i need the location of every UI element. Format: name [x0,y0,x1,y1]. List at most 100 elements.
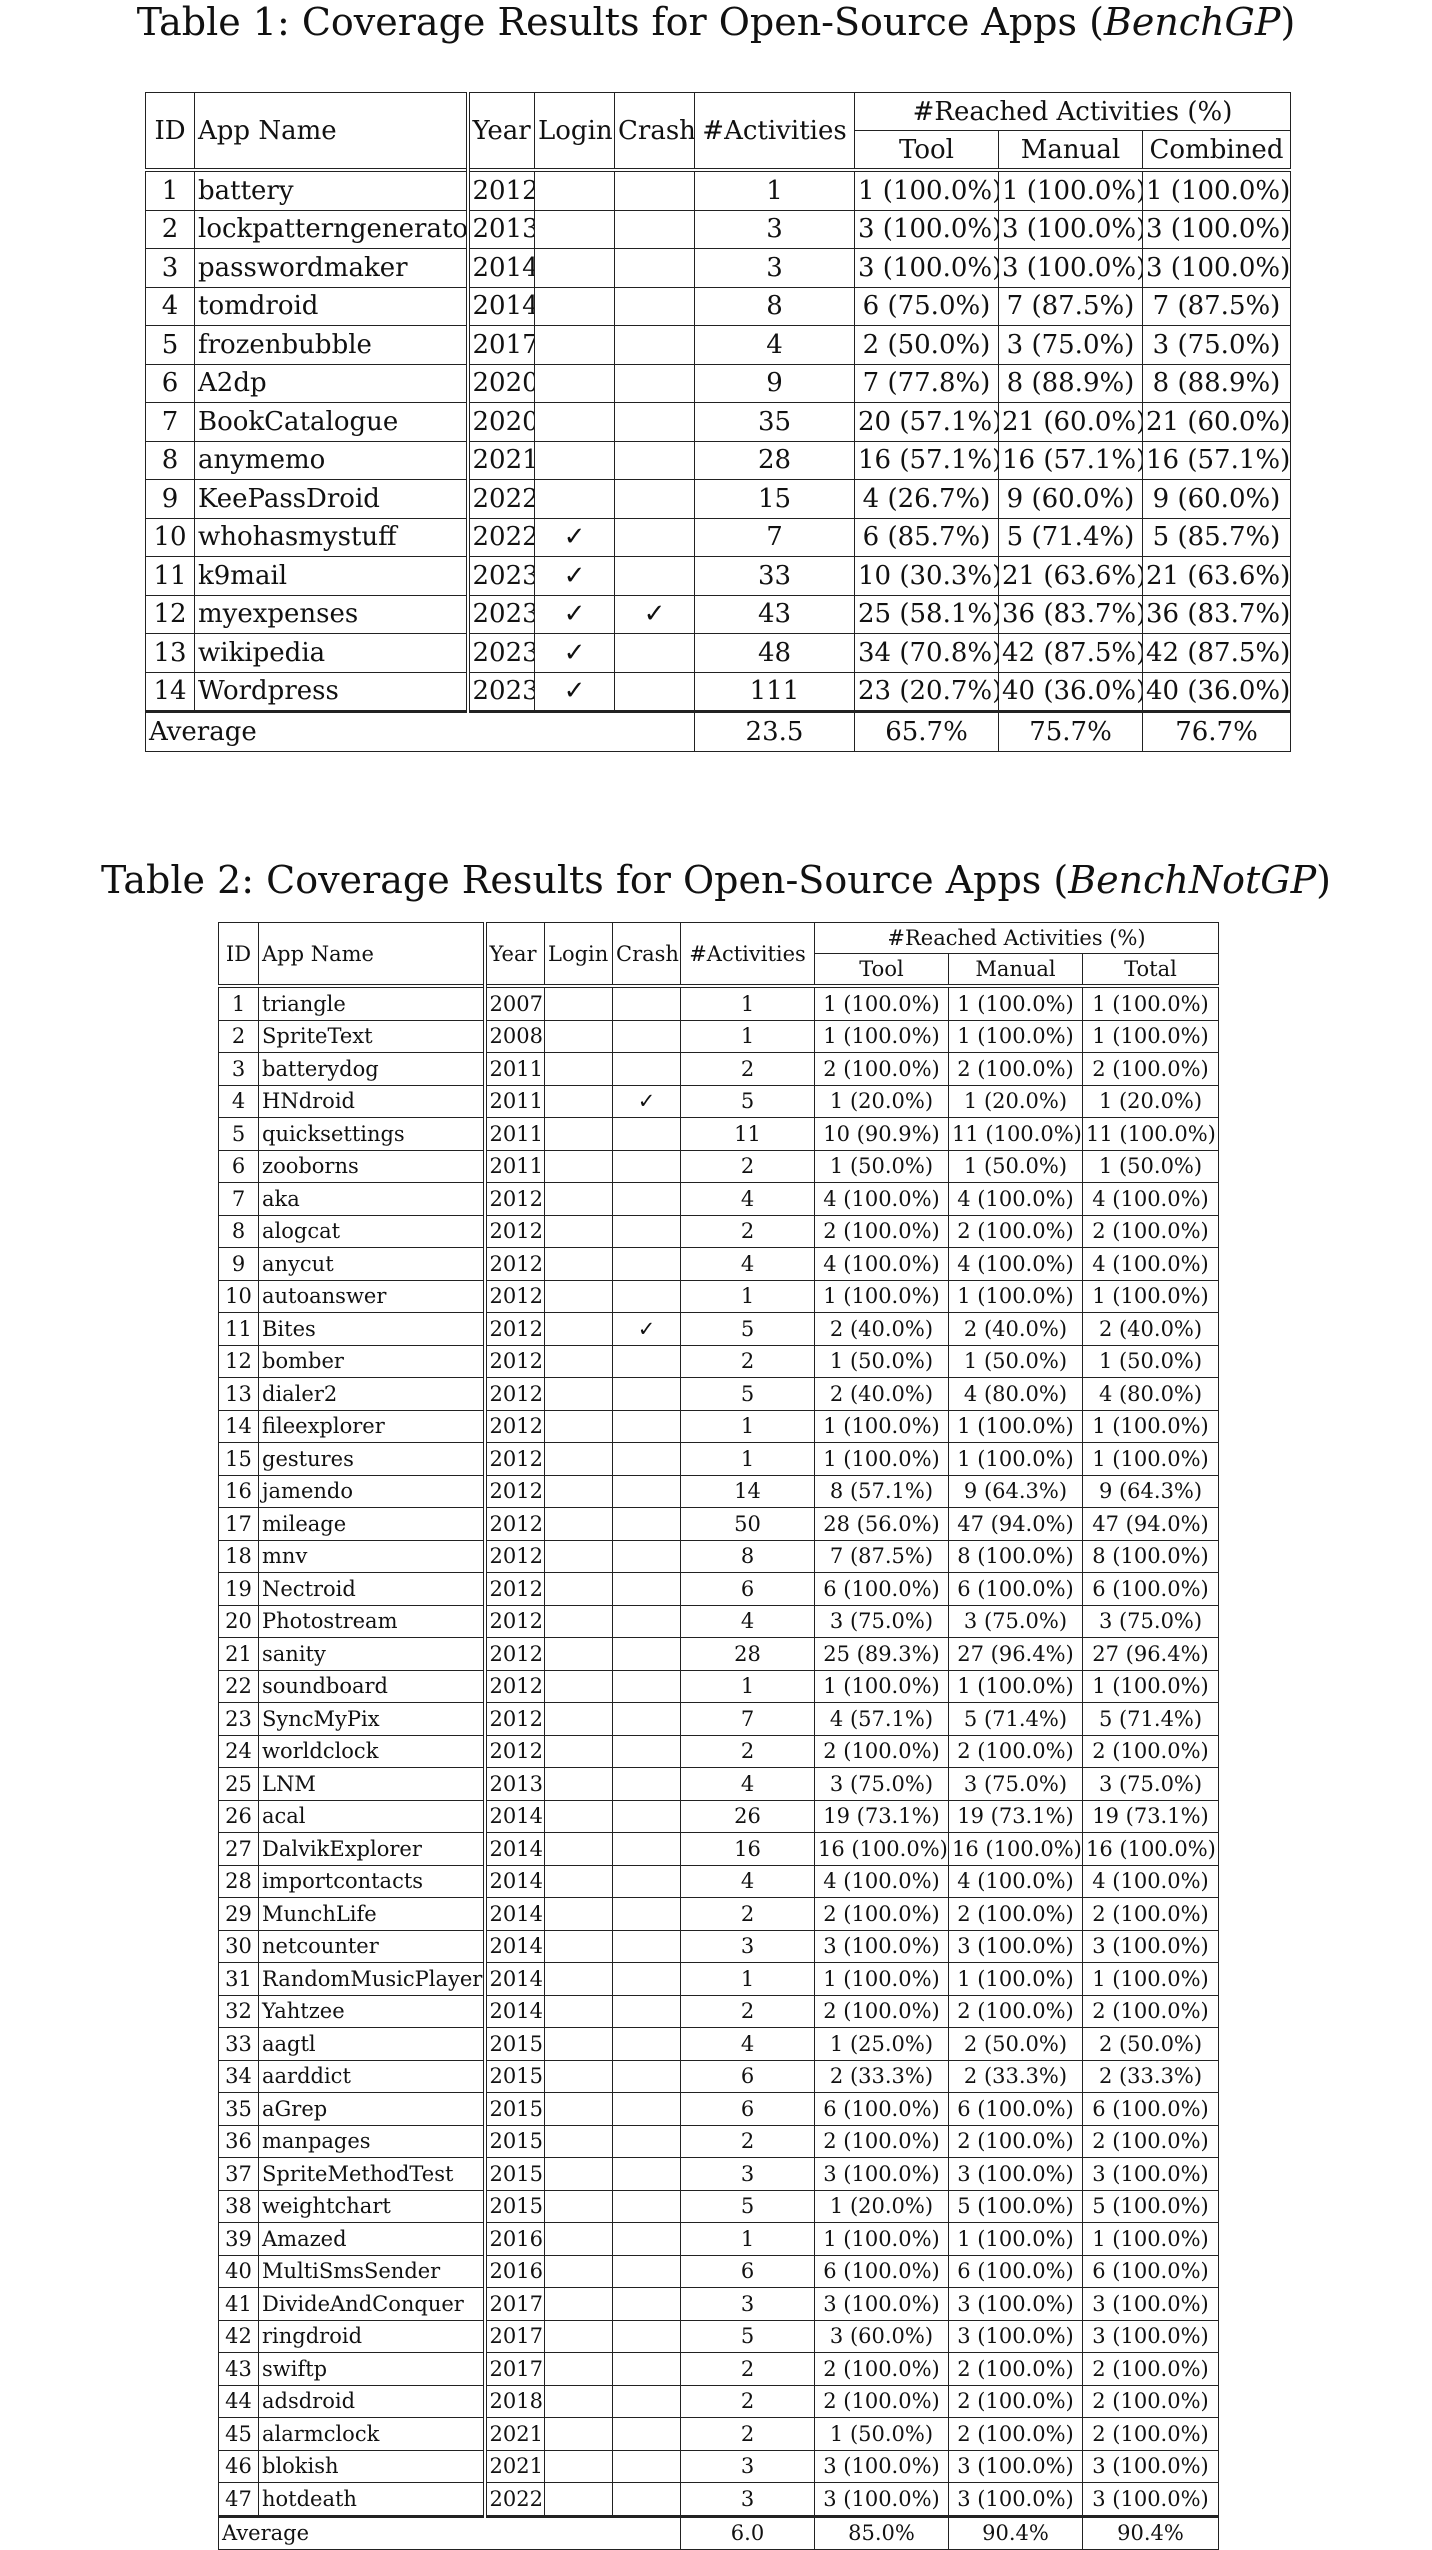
activities-cell: 1 [680,2222,815,2256]
tool-cell: 1 (20.0%) [814,2189,949,2223]
tool-cell: 23 (20.7%) [854,671,999,712]
crash-cell [612,1962,681,1996]
id-cell: 20 [218,1604,259,1638]
login-cell [544,2124,613,2158]
activities-cell: 4 [680,1864,815,1898]
id-cell: 32 [218,1994,259,2028]
app-name-cell: adsdroid [258,2384,487,2418]
app-name-cell: LNM [258,1767,487,1801]
app-name-cell: batterydog [258,1052,487,1086]
login-cell [544,1767,613,1801]
app-name-cell: triangle [258,984,487,1021]
tool-cell: 2 (50.0%) [854,325,999,365]
table-row: 33 aagtl 2015 4 1 (25.0%) 2 (50.0%) 2 (50.0%) [218,2027,1220,2061]
manual-cell: 9 (64.3%) [948,1474,1083,1508]
header-login: Login [544,922,613,987]
id-cell: 45 [218,2417,259,2451]
tool-cell: 4 (57.1%) [814,1702,949,1736]
id-cell: 8 [218,1214,259,1248]
activities-cell: 1 [680,1442,815,1476]
login-cell [544,2417,613,2451]
crash-cell [612,1279,681,1313]
activities-cell: 2 [680,1344,815,1378]
login-cell [544,1442,613,1476]
login-cell [544,2384,613,2418]
manual-cell: 4 (100.0%) [948,1864,1083,1898]
year-cell: 2012 [484,1637,545,1671]
app-name-cell: whohasmystuff [194,517,470,557]
crash-cell [612,1409,681,1443]
average-row: Average 6.0 85.0% 90.4% 90.4% [218,2514,1220,2550]
app-name-cell: aarddict [258,2059,487,2093]
crash-cell [612,1864,681,1898]
manual-cell: 3 (100.0%) [948,2157,1083,2191]
header-total: Total [1081,953,1220,987]
year-cell: 2012 [484,1182,545,1216]
id-cell: 24 [218,1734,259,1768]
table-row: 20 Photostream 2012 4 3 (75.0%) 3 (75.0%) 3 (7… [218,1604,1220,1638]
tool-cell: 34 (70.8%) [854,633,999,673]
combined-cell: 2 (40.0%) [1081,1312,1220,1346]
app-name-cell: SpriteText [258,1019,487,1053]
year-cell: 2012 [484,1247,545,1281]
year-cell: 2014 [467,286,535,326]
crash-cell [612,1994,681,2028]
manual-cell: 2 (50.0%) [948,2027,1083,2061]
table-row: 35 aGrep 2015 6 6 (100.0%) 6 (100.0%) 6 (100.0… [218,2092,1220,2126]
app-name-cell: BookCatalogue [194,402,470,442]
header-manual: Manual [948,953,1083,987]
table1-caption-prefix: Table 1: Coverage Results for Open-Sourc… [136,0,1104,44]
manual-cell: 2 (100.0%) [948,1897,1083,1931]
tool-cell: 4 (100.0%) [814,1247,949,1281]
table-row: 1 battery 2012 1 1 (100.0%) 1 (100.0%) 1 (100.… [145,168,1291,211]
manual-cell: 1 (100.0%) [948,1279,1083,1313]
tool-cell: 1 (100.0%) [814,2222,949,2256]
manual-cell: 40 (36.0%) [998,671,1143,712]
login-cell [544,1019,613,1053]
table-row: 41 DivideAndConquer 2017 3 3 (100.0%) 3 (100.… [218,2287,1220,2321]
combined-cell: 3 (100.0%) [1081,2287,1220,2321]
crash-cell [612,1734,681,1768]
header-reached-activities: #Reached Activities (%) [854,92,1291,131]
login-cell [544,1572,613,1606]
activities-cell: 3 [680,2157,815,2191]
app-name-cell: aagtl [258,2027,487,2061]
table-row: 34 aarddict 2015 6 2 (33.3%) 2 (33.3%) 2 (33.3… [218,2059,1220,2093]
header-tool: Tool [814,953,949,987]
manual-cell: 3 (100.0%) [998,248,1143,288]
login-cell [544,2092,613,2126]
login-cell [544,1539,613,1573]
login-cell [534,440,615,480]
login-cell [544,1149,613,1183]
combined-cell: 4 (100.0%) [1081,1864,1220,1898]
combined-cell: 3 (100.0%) [1081,2157,1220,2191]
activities-cell: 28 [694,440,855,480]
year-cell: 2017 [484,2352,545,2386]
crash-cell [612,1474,681,1508]
login-cell [544,1962,613,1996]
crash-cell [612,2254,681,2288]
table-row: 44 adsdroid 2018 2 2 (100.0%) 2 (100.0%) 2 (10… [218,2384,1220,2418]
manual-cell: 3 (100.0%) [948,2319,1083,2353]
manual-cell: 47 (94.0%) [948,1507,1083,1541]
year-cell: 2014 [484,1897,545,1931]
year-cell: 2017 [467,325,535,365]
login-cell [544,1247,613,1281]
year-cell: 2014 [484,1962,545,1996]
crash-cell [614,517,695,557]
table-row: 47 hotdeath 2022 3 3 (100.0%) 3 (100.0%) 3 (10… [218,2482,1220,2517]
tool-cell: 8 (57.1%) [814,1474,949,1508]
id-cell: 13 [145,633,195,673]
manual-cell: 8 (88.9%) [998,363,1143,403]
combined-cell: 5 (100.0%) [1081,2189,1220,2223]
table-row: 8 alogcat 2012 2 2 (100.0%) 2 (100.0%) 2 (100.… [218,1214,1220,1248]
tool-cell: 19 (73.1%) [814,1799,949,1833]
activities-cell: 4 [680,1247,815,1281]
id-cell: 10 [145,517,195,557]
id-cell: 4 [218,1084,259,1118]
year-cell: 2014 [484,1994,545,2028]
manual-cell: 3 (75.0%) [998,325,1143,365]
manual-cell: 36 (83.7%) [998,594,1143,634]
login-cell [544,1669,613,1703]
crash-cell [612,1897,681,1931]
